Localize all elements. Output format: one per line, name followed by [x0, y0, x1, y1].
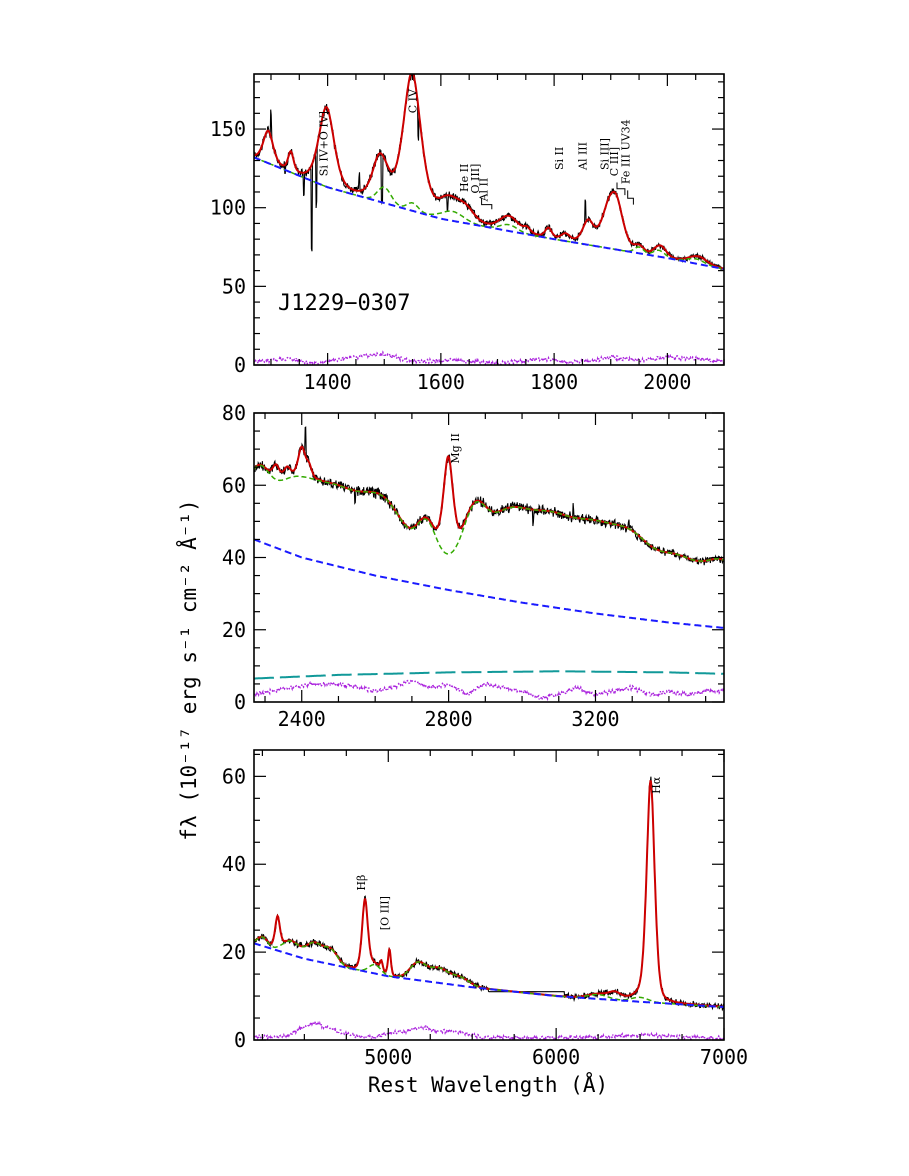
emission-line-label: Mg II	[449, 433, 462, 464]
y-tick-label: 100	[210, 196, 246, 220]
residual	[254, 349, 724, 365]
emission-line-label: He II	[458, 164, 471, 192]
y-axis-label: fλ (10⁻¹⁷ erg s⁻¹ cm⁻² Å⁻¹)	[175, 499, 201, 840]
power-law-continuum	[254, 156, 724, 270]
x-tick-label: 2000	[643, 370, 691, 394]
emission-line-label: Al III	[576, 142, 589, 171]
x-tick-label: 7000	[700, 1045, 748, 1069]
emission-line-label: Si III]	[599, 138, 612, 170]
emission-line-label: Al II	[477, 178, 490, 203]
model-fit	[254, 780, 724, 1008]
plot-frame	[253, 749, 725, 1041]
y-tick-label: 20	[222, 940, 246, 964]
x-tick-label: 2400	[278, 707, 326, 731]
object-name: J1229−0307	[278, 291, 410, 316]
emission-line-label: Hα	[650, 776, 663, 794]
y-tick-label: 40	[222, 546, 246, 570]
emission-line-label: Si IV+O IV]	[318, 111, 331, 176]
label-bracket	[481, 198, 493, 210]
x-axis-label: Rest Wavelength (Å)	[368, 1071, 608, 1097]
emission-line-label: Si II	[553, 147, 566, 170]
emission-line-label: Fe III UV34	[619, 119, 632, 184]
host-component	[254, 670, 724, 680]
observed-spectrum	[254, 426, 724, 566]
panel-MgII: 2400 2800 3200 0 20 40 60 80 Mg II	[222, 401, 725, 731]
plot-frame	[253, 73, 725, 366]
emission-line-label: [O III]	[378, 896, 391, 930]
label-bracket	[627, 190, 634, 205]
y-tick-label: 50	[222, 274, 246, 298]
y-tick-label: 40	[222, 852, 246, 876]
label-bracket	[616, 182, 626, 196]
y-tick-label: 80	[222, 401, 246, 425]
y-tick-label: 0	[234, 353, 246, 377]
panel-UV: 1400 1600 1800 2000 0 50 100 150 Si IV+O IV] C IV…	[210, 73, 725, 394]
x-tick-label: 1800	[530, 370, 578, 394]
power-law-continuum	[254, 538, 724, 629]
emission-line-label: Hβ	[355, 875, 368, 891]
x-tick-label: 3200	[571, 707, 619, 731]
x-tick-label: 1400	[304, 370, 352, 394]
x-tick-label: 1600	[417, 370, 465, 394]
x-tick-label: 5000	[364, 1045, 412, 1069]
emission-line-label: C IV	[407, 88, 420, 113]
y-tick-label: 150	[210, 117, 246, 141]
x-tick-label: 6000	[532, 1045, 580, 1069]
model-fit	[254, 74, 724, 270]
y-tick-label: 60	[222, 764, 246, 788]
x-tick-label: 2800	[425, 707, 473, 731]
residual	[254, 676, 724, 702]
residual	[254, 1018, 724, 1040]
emission-line-label: O III]	[469, 164, 482, 194]
panel-optical: 5000 6000 7000 0 20 40 60 Hβ [O III] Hα	[222, 749, 748, 1069]
model-fit	[254, 445, 724, 563]
emission-line-label: C III]	[608, 147, 621, 176]
plot-area	[254, 74, 724, 365]
y-tick-label: 60	[222, 473, 246, 497]
model-without-lines	[254, 936, 724, 1008]
y-tick-label: 0	[234, 690, 246, 714]
y-tick-label: 20	[222, 618, 246, 642]
plot-area	[254, 776, 724, 1040]
power-law-continuum	[254, 942, 724, 1008]
model-without-lines	[254, 464, 724, 562]
plot-area	[254, 426, 724, 702]
plot-frame	[253, 412, 725, 703]
y-tick-label: 0	[234, 1028, 246, 1052]
